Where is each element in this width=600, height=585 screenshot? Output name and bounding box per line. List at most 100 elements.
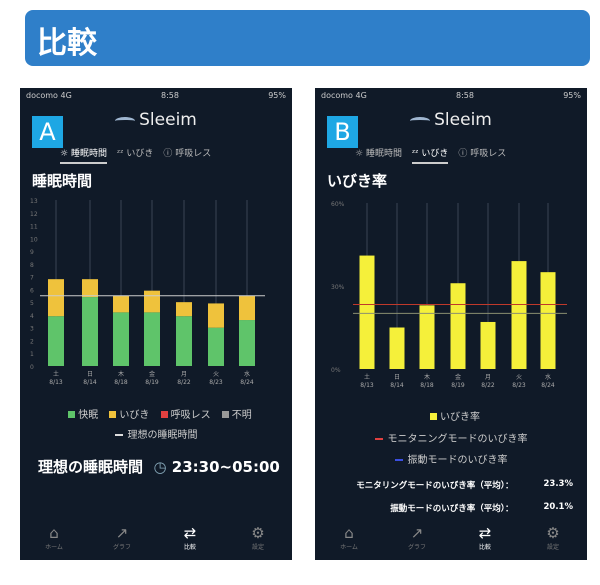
home-icon: ⌂: [344, 524, 354, 542]
x-tick-date: 8/13: [360, 382, 374, 389]
x-tick-day: 木: [424, 373, 430, 381]
bar-segment: [113, 312, 129, 366]
legend-rate: いびき率: [315, 408, 587, 423]
x-tick-date: 8/18: [420, 382, 434, 389]
x-tick-day: 木: [118, 370, 124, 378]
x-tick-day: 月: [181, 371, 187, 378]
y-tick-label: 9: [30, 249, 34, 256]
sleep-time-chart: 012345678910111213土8/13日8/14木8/18金8/19月8…: [30, 198, 265, 386]
bar: [511, 261, 527, 369]
x-tick-day: 日: [394, 374, 400, 381]
bar-segment: [82, 279, 98, 298]
swap-icon: ⇄: [478, 524, 492, 542]
avg-monitor: モニタリングモードのいびき率（平均）： 23.3%: [356, 479, 573, 491]
x-tick-day: 金: [149, 370, 155, 378]
bar-segment: [239, 295, 255, 321]
x-tick-day: 水: [244, 370, 250, 378]
bar-segment: [144, 290, 160, 313]
x-tick-date: 8/23: [209, 379, 223, 386]
x-tick-date: 8/22: [177, 379, 191, 386]
tab-sleep-time[interactable]: ☼ 睡眠時間: [355, 149, 402, 159]
bar: [540, 272, 556, 369]
bar-segment: [113, 295, 129, 313]
bar-segment: [208, 303, 224, 328]
tab-apnea[interactable]: ⓘ 呼吸レス: [163, 149, 212, 159]
bar-segment: [82, 297, 98, 366]
x-tick-day: 日: [87, 371, 93, 378]
x-tick-date: 8/19: [145, 379, 159, 386]
clock-icon: ◷: [153, 458, 167, 476]
nav-graph[interactable]: ↗ グラフ: [397, 524, 437, 560]
bar-segment: [176, 316, 192, 366]
avg-vibe: 振動モードのいびき率（平均）： 20.1%: [390, 502, 573, 514]
page-banner: 比較: [25, 10, 590, 66]
x-tick-day: 水: [545, 373, 551, 381]
nav-compare[interactable]: ⇄ 比較: [465, 524, 505, 560]
legend-monitor: モニタニングモードのいびき率: [315, 430, 587, 445]
ideal-sleep-time: 理想の睡眠時間 ◷ 23:30~05:00: [38, 458, 280, 476]
phone-screenshot-a: docomo 4G 8:58 95% Sleeim A ☼ 睡眠時間 ᶻᶻ いびき ⓘ …: [20, 88, 292, 560]
status-bar: docomo 4G 8:58 95%: [26, 91, 286, 100]
bar: [480, 321, 496, 369]
y-tick-label: 4: [30, 313, 34, 320]
bar-segment: [176, 302, 192, 317]
gear-icon: ⚙: [546, 524, 560, 542]
bar-segment: [144, 312, 160, 366]
legend: 快眠 いびき 呼吸レス 不明: [20, 406, 292, 421]
bar-segment: [208, 327, 224, 366]
phone-screenshot-b: docomo 4G 8:58 95% Sleeim B ☼ 睡眠時間 ᶻᶻ いびき ⓘ …: [315, 88, 587, 560]
x-tick-day: 土: [53, 370, 59, 378]
nav-settings[interactable]: ⚙ 設定: [533, 524, 573, 560]
x-tick-date: 8/24: [240, 379, 254, 386]
nav-home[interactable]: ⌂ ホーム: [34, 524, 74, 560]
bar: [419, 305, 435, 369]
bar: [359, 255, 375, 369]
tab-apnea[interactable]: ⓘ 呼吸レス: [458, 149, 507, 159]
status-bar: docomo 4G 8:58 95%: [321, 91, 581, 100]
x-tick-day: 火: [213, 371, 219, 378]
x-tick-date: 8/24: [541, 382, 555, 389]
y-tick-label: 13: [30, 198, 38, 205]
y-tick-label: 0%: [331, 367, 341, 374]
y-tick-label: 0: [30, 364, 34, 371]
tab-snore[interactable]: ᶻᶻ いびき: [411, 146, 449, 164]
snore-rate-chart: 0% 30% 60% 土8/13 日8/14 木8/18 金8/19 月8/22 火8/23 水8…: [331, 201, 567, 389]
y-tick-label: 1: [30, 351, 34, 358]
gear-icon: ⚙: [251, 524, 265, 542]
y-tick-label: 60%: [331, 201, 345, 208]
battery: 95%: [268, 91, 286, 100]
bottom-nav: ⌂ ホーム ↗ グラフ ⇄ 比較 ⚙ 設定: [315, 524, 587, 560]
nav-graph[interactable]: ↗ グラフ: [102, 524, 142, 560]
swap-icon: ⇄: [183, 524, 197, 542]
nav-compare[interactable]: ⇄ 比較: [170, 524, 210, 560]
y-tick-label: 5: [30, 300, 34, 307]
x-tick-date: 8/14: [83, 379, 97, 386]
nav-settings[interactable]: ⚙ 設定: [238, 524, 278, 560]
panel-badge: A: [32, 116, 63, 148]
bar-segment: [239, 320, 255, 366]
trend-icon: ↗: [410, 524, 424, 542]
y-tick-label: 3: [30, 326, 34, 333]
bottom-nav: ⌂ ホーム ↗ グラフ ⇄ 比較 ⚙ 設定: [20, 524, 292, 560]
chart-title: いびき率: [327, 172, 388, 190]
tab-snore[interactable]: ᶻᶻ いびき: [116, 149, 154, 159]
home-icon: ⌂: [49, 524, 59, 542]
x-tick-date: 8/23: [512, 382, 526, 389]
app-logo: Sleeim: [315, 110, 587, 130]
bar: [450, 283, 466, 369]
legend-vibe: 振動モードのいびき率: [315, 451, 587, 466]
tab-sleep-time[interactable]: ☼ 睡眠時間: [60, 146, 107, 164]
y-tick-label: 6: [30, 287, 34, 294]
y-tick-label: 2: [30, 338, 34, 345]
nav-home[interactable]: ⌂ ホーム: [329, 524, 369, 560]
y-tick-label: 12: [30, 211, 38, 218]
y-tick-label: 30%: [331, 284, 345, 291]
x-tick-date: 8/22: [481, 382, 495, 389]
x-tick-date: 8/13: [49, 379, 63, 386]
x-tick-date: 8/19: [451, 382, 465, 389]
bar-segment: [48, 279, 64, 317]
y-tick-label: 8: [30, 262, 34, 269]
app-logo: Sleeim: [20, 110, 292, 130]
bar: [389, 327, 405, 369]
y-tick-label: 11: [30, 224, 38, 231]
